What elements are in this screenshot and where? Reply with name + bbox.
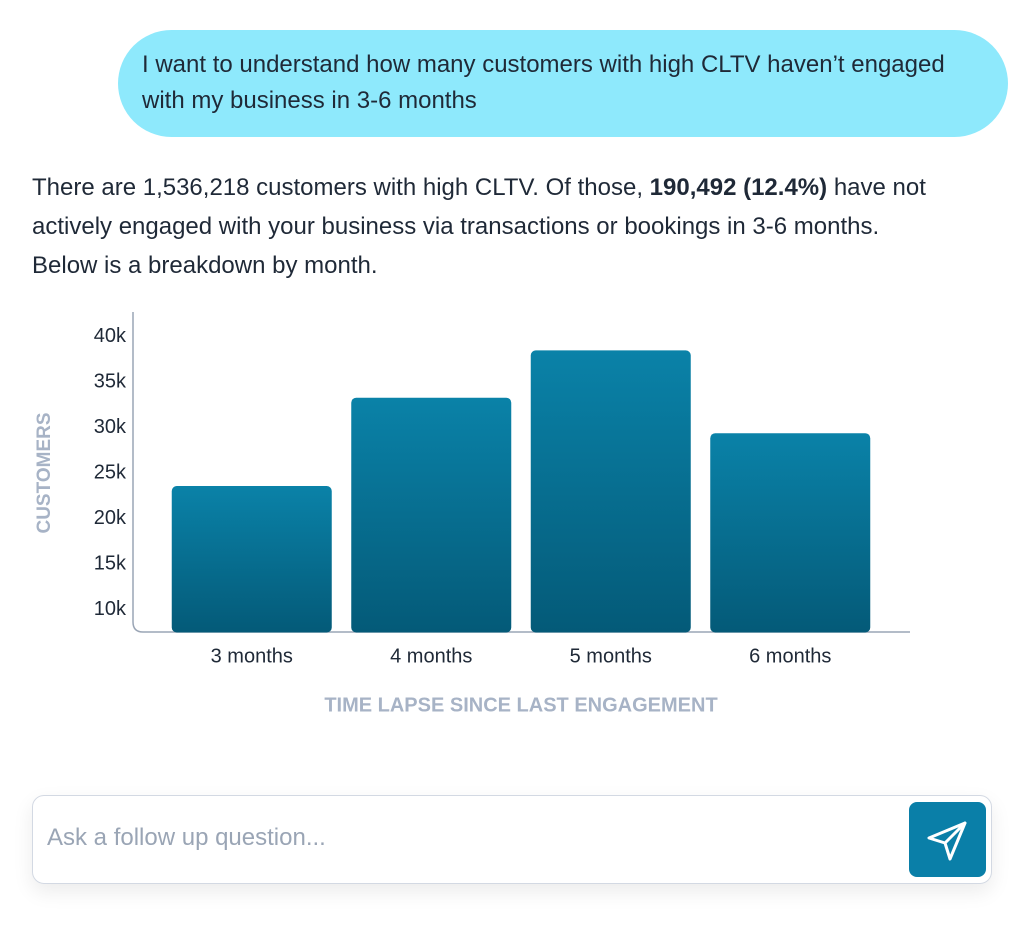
y-tick-label: 20k [94,507,127,529]
axis [132,312,910,633]
bar [710,433,871,633]
response: There are 1,536,218 customers with high … [32,168,932,285]
y-tick-label: 10k [94,598,127,620]
send-button[interactable] [909,802,986,877]
response-text: have not actively engaged with your busi… [32,174,926,279]
bar [171,485,332,633]
x-tick-label: 5 months [570,645,652,667]
x-tick-label: 6 months [749,645,831,667]
input-box[interactable]: Ask a follow up question... [32,795,992,884]
response-highlight: 190,492 (12.4%) [649,174,828,201]
send-icon [927,821,967,861]
y-tick-label: 40k [94,325,127,347]
x-axis-title: TIME LAPSE SINCE LAST ENGAGEMENT [324,694,717,716]
y-tick-label: 30k [94,416,127,438]
response-text: There are 1,536,218 customers with high … [32,174,643,201]
bar [351,397,512,633]
y-tick-label: 35k [94,371,127,393]
y-axis-title: CUSTOMERS [34,412,55,533]
x-tick-label: 3 months [211,645,293,667]
input-placeholder: Ask a follow up question... [47,824,326,851]
chart: CUSTOMERS TIME LAPSE SINCE LAST ENGAGEME… [34,312,910,716]
user-message: I want to understand how many customers … [118,30,1008,137]
y-tick-label: 15k [94,553,127,575]
y-tick-label: 25k [94,462,127,484]
x-tick-label: 4 months [390,645,472,667]
bar [530,350,691,633]
